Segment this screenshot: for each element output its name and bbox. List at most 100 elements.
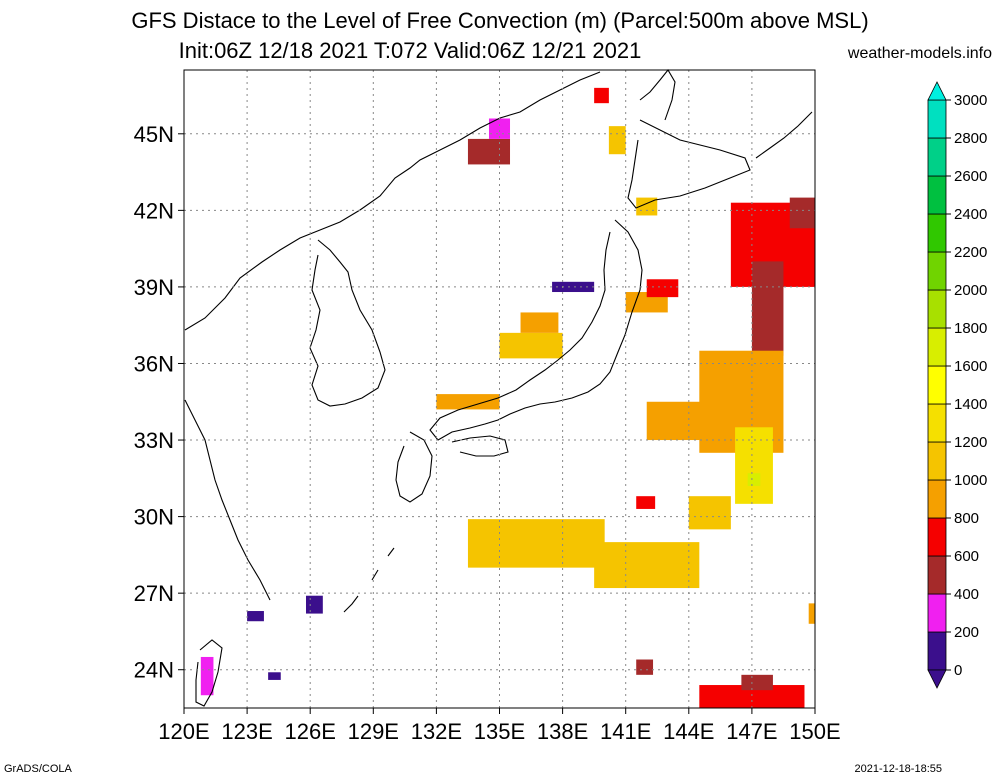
lfc-region-11 bbox=[751, 261, 784, 356]
lon-tick-label: 138E bbox=[537, 719, 588, 744]
lfc-region-25 bbox=[305, 595, 323, 614]
lfc-region-5 bbox=[552, 281, 595, 293]
lat-tick-label: 39N bbox=[134, 275, 174, 300]
coast-honshu bbox=[429, 219, 643, 441]
coast-taiwan bbox=[195, 639, 223, 707]
coast-ryukyu bbox=[343, 547, 395, 613]
lfc-region-3 bbox=[608, 126, 626, 155]
colorbar-label: 2800 bbox=[954, 130, 987, 147]
lfc-region-9 bbox=[646, 279, 679, 298]
coast-korea bbox=[309, 239, 386, 407]
lfc-region-7 bbox=[520, 312, 559, 333]
colorbar-high-arrow bbox=[927, 81, 947, 101]
lon-tick-label: 144E bbox=[663, 719, 714, 744]
lfc-region-26 bbox=[247, 611, 264, 622]
lfc-region-24 bbox=[636, 659, 654, 675]
colorbar-label: 2600 bbox=[954, 168, 987, 185]
lfc-region-2 bbox=[594, 87, 609, 104]
lfc-region-12 bbox=[789, 197, 815, 229]
lat-tick-labels: 45N 42N 39N 36N 33N 30N 27N 24N bbox=[134, 122, 184, 683]
colorbar-label: 1200 bbox=[954, 434, 987, 451]
lat-tick-label: 33N bbox=[134, 428, 174, 453]
site-label: weather-models.info bbox=[847, 45, 992, 62]
colorbar-label: 3000 bbox=[954, 92, 987, 109]
timestamp-label: 2021-12-18-18:55 bbox=[854, 763, 942, 775]
lon-tick-labels: 120E 123E 126E 129E 132E 135E 138E 141E 144E 147E… bbox=[158, 708, 841, 744]
lfc-region-29 bbox=[808, 603, 815, 624]
colorbar-label: 400 bbox=[954, 586, 979, 603]
lfc-region-21 bbox=[688, 496, 731, 530]
colorbar-swatch bbox=[927, 479, 947, 519]
lfc-region-22 bbox=[699, 685, 805, 708]
colorbar-label: 1600 bbox=[954, 358, 987, 375]
lat-tick-label: 42N bbox=[134, 198, 174, 223]
coast-china-east bbox=[184, 399, 271, 601]
lfc-region-18 bbox=[436, 394, 500, 410]
colorbar-swatch bbox=[927, 365, 947, 405]
colorbar-label: 2200 bbox=[954, 244, 987, 261]
colorbar-label: 800 bbox=[954, 510, 979, 527]
lfc-region-16 bbox=[646, 401, 710, 441]
lon-tick-label: 123E bbox=[221, 719, 272, 744]
coastlines bbox=[184, 69, 813, 707]
lfc-region-19 bbox=[467, 519, 605, 568]
colorbar-swatch bbox=[927, 327, 947, 367]
title-line-2: Init:06Z 12/18 2021 T:072 Valid:06Z 12/2… bbox=[178, 38, 642, 63]
lon-tick-label: 150E bbox=[789, 719, 840, 744]
colorbar-swatch bbox=[927, 555, 947, 595]
lon-tick-label: 129E bbox=[348, 719, 399, 744]
lat-lon-grid bbox=[184, 70, 815, 708]
lfc-region-15 bbox=[747, 473, 761, 486]
lfc-region-1 bbox=[488, 118, 511, 139]
colorbar-swatch bbox=[927, 631, 947, 671]
lfc-region-4 bbox=[636, 197, 658, 216]
lat-tick-label: 45N bbox=[134, 122, 174, 147]
lfc-region-17 bbox=[636, 496, 656, 509]
lfc-region-6 bbox=[499, 332, 563, 359]
lfc-region-23 bbox=[741, 674, 773, 691]
colorbar-label: 200 bbox=[954, 624, 979, 641]
lon-tick-label: 126E bbox=[285, 719, 336, 744]
lfc-region-27 bbox=[268, 672, 281, 680]
colorbar-swatch bbox=[927, 403, 947, 443]
colorbar-swatch bbox=[927, 213, 947, 253]
coast-shikoku bbox=[451, 435, 509, 457]
credit-label: GrADS/COLA bbox=[4, 763, 72, 775]
lon-tick-label: 147E bbox=[726, 719, 777, 744]
colorbar-label: 2000 bbox=[954, 282, 987, 299]
colorbar-swatch bbox=[927, 137, 947, 177]
colorbar-label: 0 bbox=[954, 662, 962, 679]
coast-kuril bbox=[755, 111, 813, 159]
coast-kyushu bbox=[395, 431, 433, 503]
coast-eurasia-north bbox=[184, 71, 601, 331]
colorbar-low-arrow bbox=[927, 669, 947, 689]
colorbar-swatch bbox=[927, 593, 947, 633]
lfc-region-20 bbox=[594, 542, 700, 589]
lat-tick-label: 27N bbox=[134, 581, 174, 606]
colorbar-swatch bbox=[927, 517, 947, 557]
lfc-region-0 bbox=[467, 138, 511, 165]
colorbar-swatch bbox=[927, 175, 947, 215]
lfc-region-28 bbox=[200, 656, 214, 696]
colorbar-swatch bbox=[927, 289, 947, 329]
lat-tick-label: 24N bbox=[134, 658, 174, 683]
colorbar-label: 2400 bbox=[954, 206, 987, 223]
lfc-region-14 bbox=[735, 427, 773, 504]
colorbar-swatch bbox=[927, 99, 947, 139]
colorbar-swatch bbox=[927, 251, 947, 291]
colorbar-label: 600 bbox=[954, 548, 979, 565]
title-line-1: GFS Distace to the Level of Free Convect… bbox=[131, 8, 869, 33]
lon-tick-label: 135E bbox=[474, 719, 525, 744]
lat-tick-label: 36N bbox=[134, 351, 174, 376]
coast-hokkaido bbox=[627, 119, 751, 209]
colorbar-label: 1000 bbox=[954, 472, 987, 489]
colorbar-swatch bbox=[927, 441, 947, 481]
colorbar-label: 1400 bbox=[954, 396, 987, 413]
colorbar-label: 1800 bbox=[954, 320, 987, 337]
colorbar: 0 200 400 600 800 1000 1200 1400 1600 1800 2000 220… bbox=[927, 81, 987, 689]
lon-tick-label: 120E bbox=[158, 719, 209, 744]
lon-tick-label: 141E bbox=[600, 719, 651, 744]
coast-sakhalin bbox=[639, 69, 676, 121]
lat-tick-label: 30N bbox=[134, 505, 174, 530]
